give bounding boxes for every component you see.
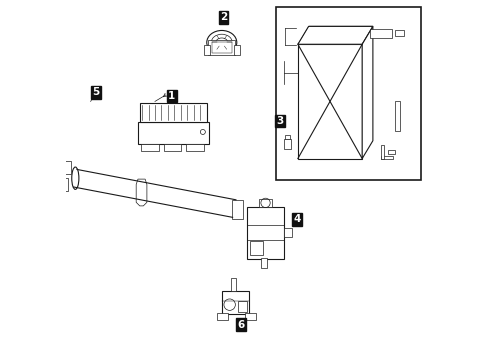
Polygon shape (362, 26, 373, 158)
Bar (186, 144, 203, 152)
Bar (164, 144, 181, 152)
Bar (57, 178, 68, 191)
Bar (208, 40, 235, 55)
Bar (61, 161, 71, 174)
Bar (276, 7, 421, 180)
Polygon shape (136, 179, 147, 206)
Ellipse shape (211, 34, 232, 51)
Bar (231, 278, 236, 291)
Text: 6: 6 (237, 320, 245, 330)
Bar (142, 144, 159, 152)
Polygon shape (298, 26, 373, 44)
Text: 1: 1 (168, 91, 175, 101)
Bar (238, 301, 247, 312)
Bar (261, 257, 268, 267)
Bar (222, 291, 248, 314)
Bar (204, 45, 210, 55)
Ellipse shape (216, 38, 228, 47)
Bar (138, 122, 209, 144)
Bar (381, 156, 393, 159)
Bar (140, 103, 207, 122)
Bar (298, 44, 362, 158)
Bar (370, 29, 392, 38)
Bar (232, 200, 243, 219)
Bar (234, 45, 240, 55)
Ellipse shape (207, 31, 237, 54)
Bar (259, 199, 272, 207)
Text: 2: 2 (220, 13, 227, 22)
Text: 4: 4 (293, 214, 300, 224)
Bar (395, 30, 404, 36)
Bar (284, 228, 292, 237)
Text: 5: 5 (92, 87, 99, 98)
Bar (381, 145, 384, 159)
Bar (284, 139, 292, 149)
Bar (395, 101, 400, 131)
Bar (250, 241, 263, 255)
Bar (245, 313, 256, 320)
Ellipse shape (72, 167, 79, 189)
Text: 3: 3 (276, 116, 284, 126)
Bar (247, 207, 284, 258)
Bar (212, 42, 232, 53)
Bar (388, 150, 395, 154)
Bar (285, 135, 291, 139)
Bar (218, 313, 228, 320)
